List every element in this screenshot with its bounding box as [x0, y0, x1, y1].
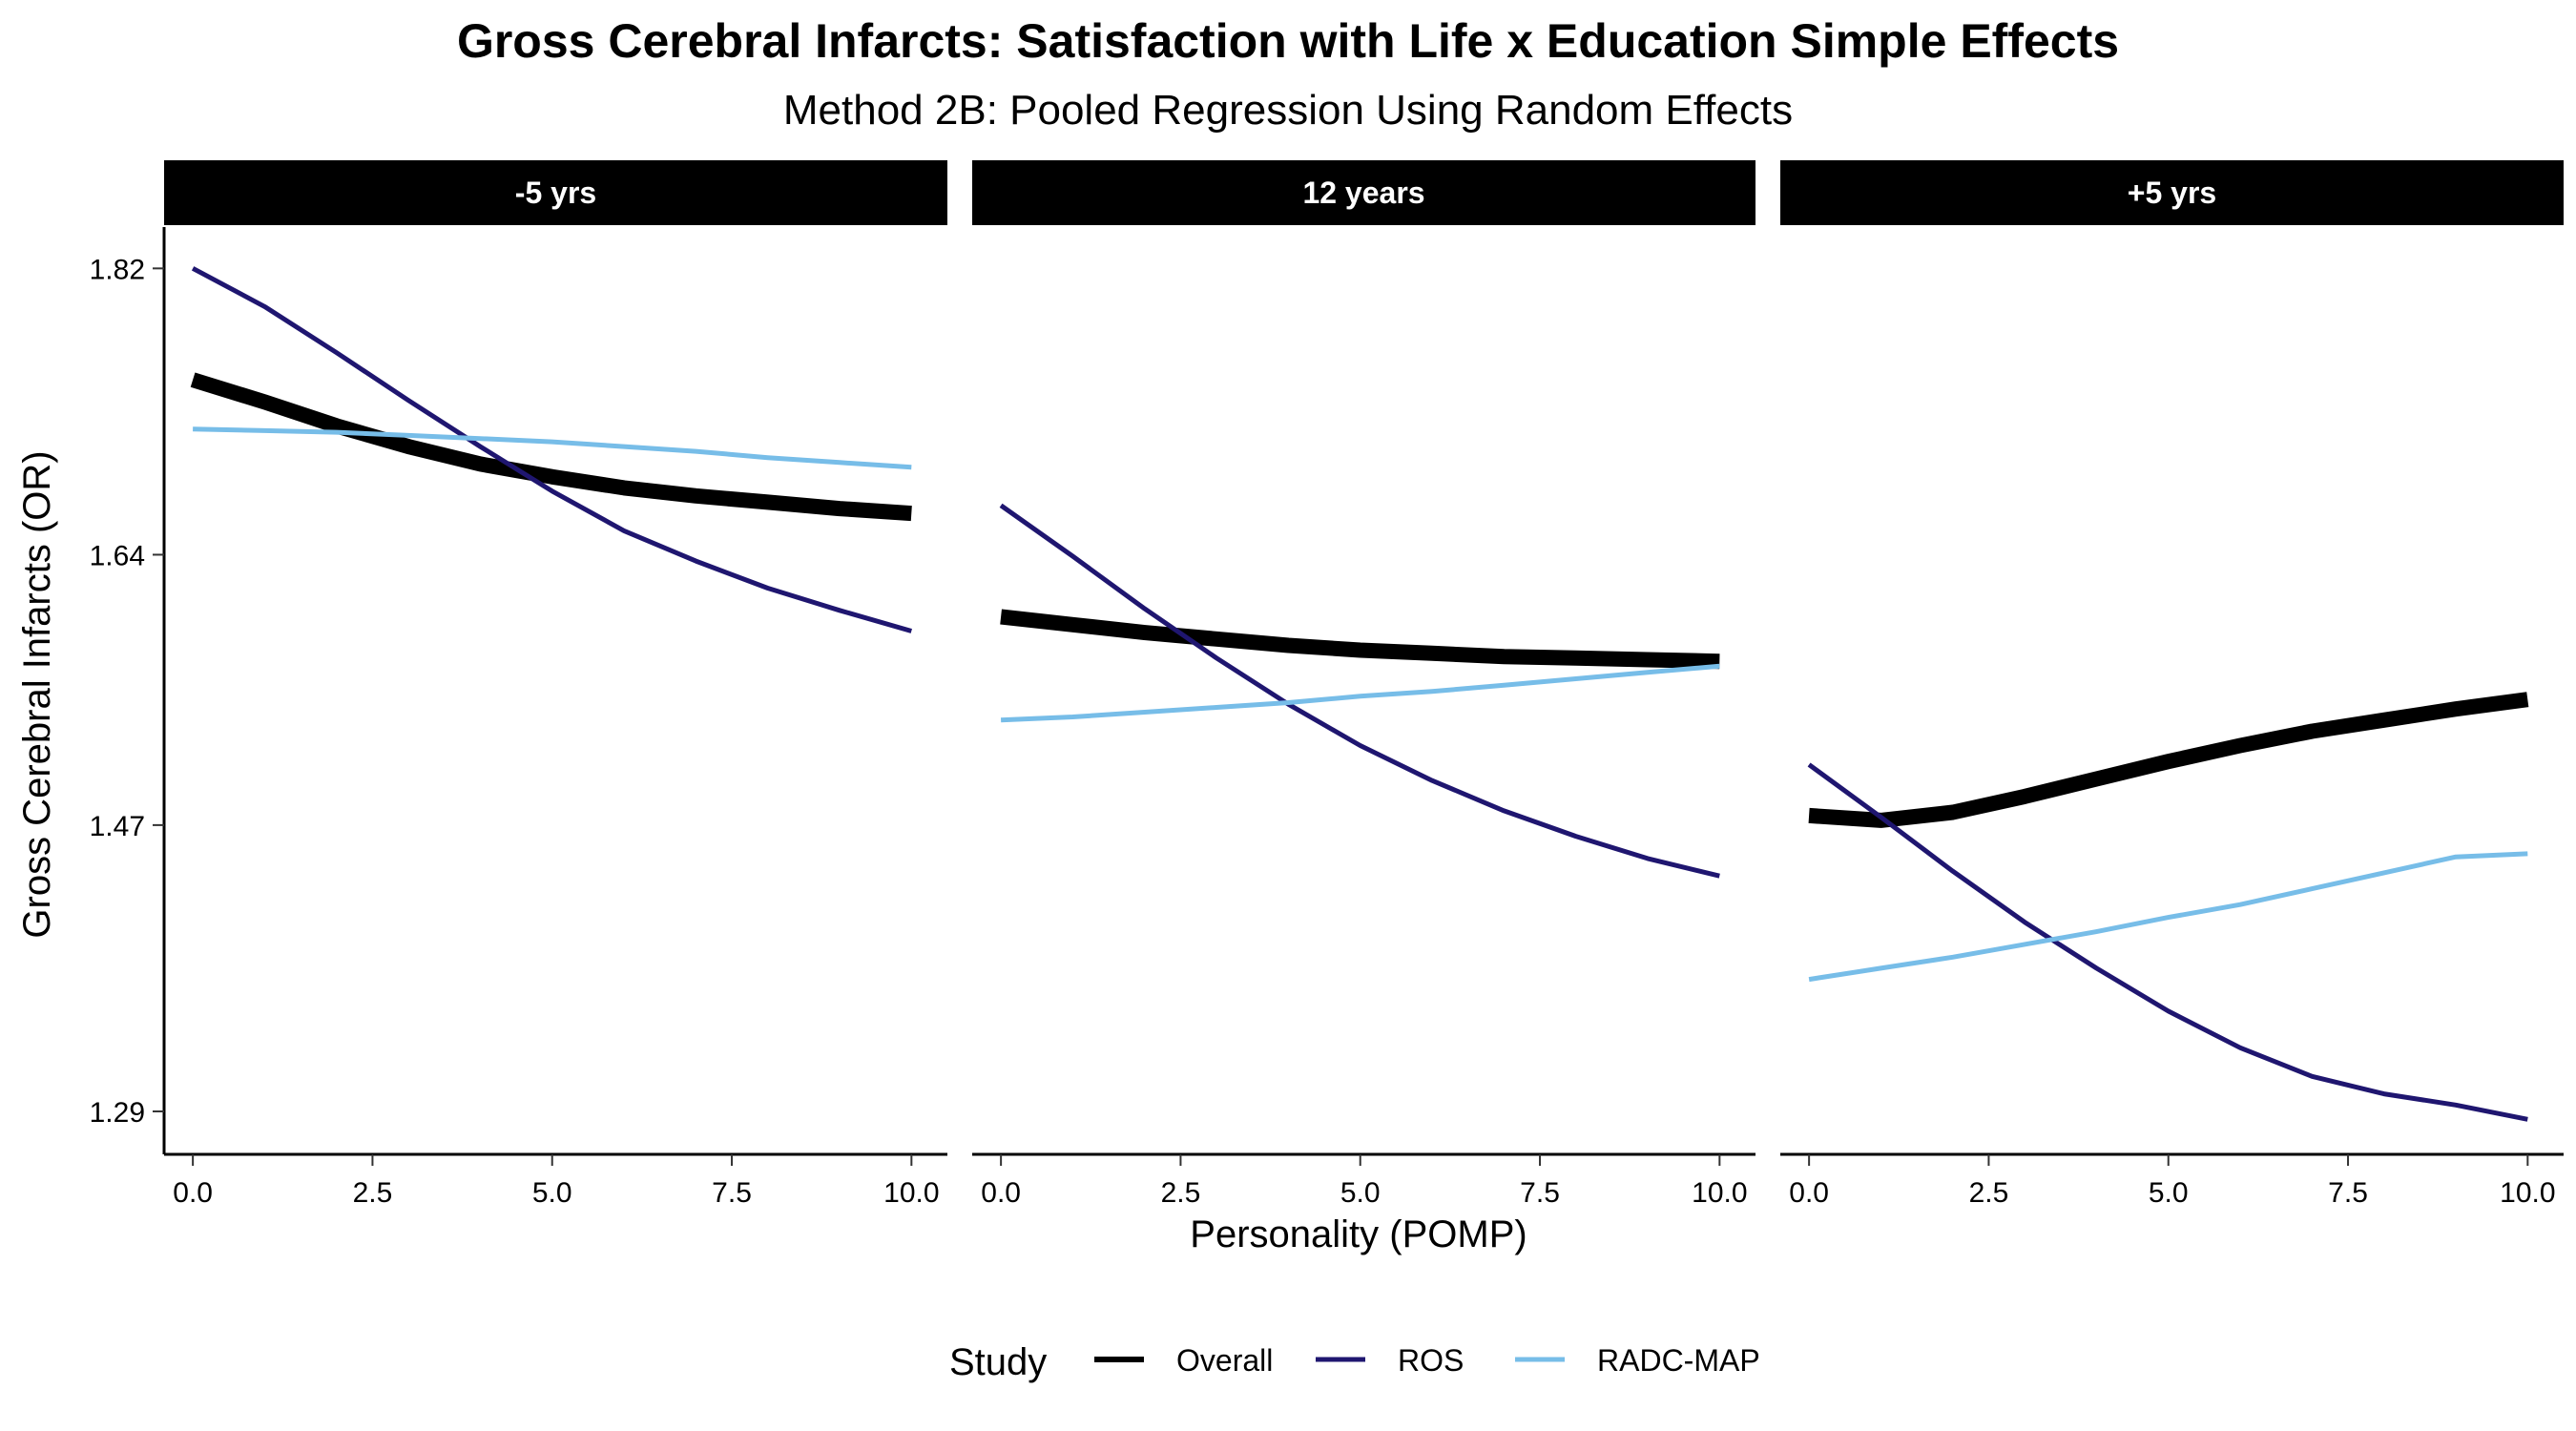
series-line-ros — [999, 503, 1720, 879]
facet-strip — [1780, 160, 2564, 225]
y-tick-label: 1.47 — [90, 811, 145, 842]
y-tick-label: 1.29 — [90, 1097, 145, 1129]
x-tick-label: 10.0 — [883, 1177, 939, 1209]
x-tick-label: 2.5 — [1969, 1177, 2009, 1209]
x-tick-label: 0.0 — [173, 1177, 213, 1209]
facet-strip — [972, 160, 1755, 225]
x-tick-label: 2.5 — [1161, 1177, 1201, 1209]
x-tick-label: 5.0 — [1340, 1177, 1381, 1209]
x-tick-label: 10.0 — [2500, 1177, 2555, 1209]
legend: Study Overall ROS RADC-MAP — [949, 1341, 1760, 1383]
x-tick-label: 7.5 — [712, 1177, 752, 1209]
x-axis-title: Personality (POMP) — [1190, 1213, 1527, 1255]
facet-strip-label: +5 yrs — [2128, 176, 2216, 210]
legend-label: RADC-MAP — [1597, 1343, 1760, 1378]
panel-2: +5 yrs 0.0 2.5 5.0 7.5 10.0 — [1780, 160, 2564, 1209]
x-tick-label: 5.0 — [532, 1177, 572, 1209]
facet-strip-label: -5 yrs — [515, 176, 596, 210]
panels-layer: -5 yrs 0.0 2.5 5.0 7.5 10.0 1.29 1.47 1.64 1.82 12… — [90, 160, 2564, 1209]
legend-title: Study — [949, 1341, 1047, 1383]
x-tick-label: 10.0 — [1692, 1177, 1747, 1209]
x-tick-label: 2.5 — [353, 1177, 393, 1209]
chart-subtitle: Method 2B: Pooled Regression Using Rando… — [783, 87, 1793, 134]
y-tick-label: 1.82 — [90, 254, 145, 285]
x-tick-label: 5.0 — [2149, 1177, 2189, 1209]
panel-0: -5 yrs 0.0 2.5 5.0 7.5 10.0 1.29 1.47 1.64 1.82 — [90, 160, 947, 1209]
series-line-overall — [190, 372, 912, 522]
x-tick-label: 7.5 — [2328, 1177, 2368, 1209]
legend-label: Overall — [1176, 1343, 1273, 1378]
y-tick-label: 1.64 — [90, 540, 145, 571]
x-tick-label: 0.0 — [1789, 1177, 1829, 1209]
x-tick-label: 7.5 — [1520, 1177, 1560, 1209]
series-line-radc-map — [193, 426, 912, 470]
facet-strip-label: 12 years — [1302, 176, 1424, 210]
facet-strip — [164, 160, 947, 225]
series-line-overall — [1808, 692, 2529, 828]
y-axis-title: Gross Cerebral Infarcts (OR) — [16, 450, 58, 938]
legend-label: ROS — [1398, 1343, 1464, 1378]
series-line-overall — [1000, 609, 1720, 670]
series-line-radc-map — [1000, 663, 1720, 723]
series-line-ros — [1807, 762, 2528, 1122]
series-line-radc-map — [1808, 851, 2528, 983]
series-line-ros — [191, 266, 912, 633]
panel-1: 12 years 0.0 2.5 5.0 7.5 10.0 — [972, 160, 1755, 1209]
x-tick-label: 0.0 — [981, 1177, 1021, 1209]
chart-title: Gross Cerebral Infarcts: Satisfaction wi… — [457, 14, 2119, 68]
